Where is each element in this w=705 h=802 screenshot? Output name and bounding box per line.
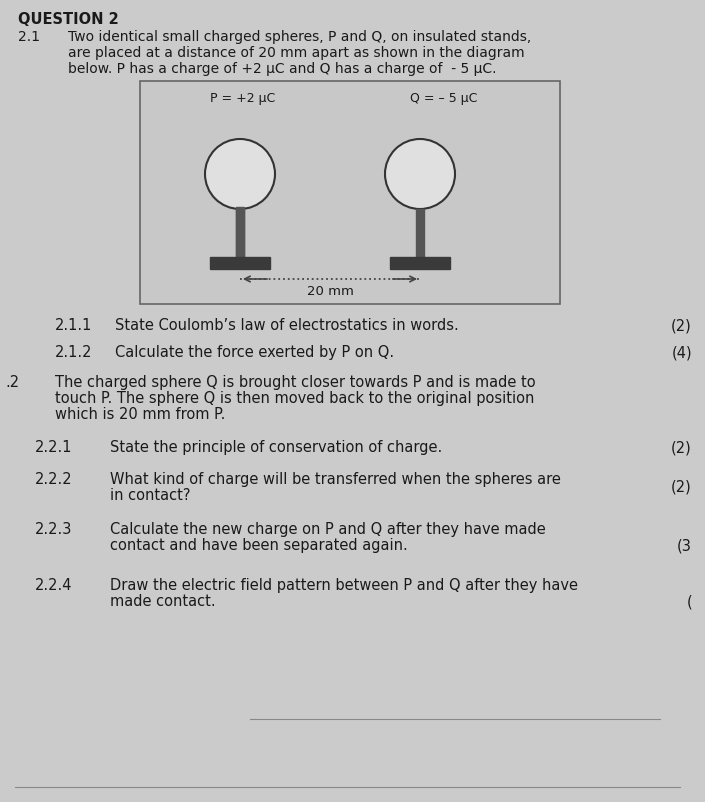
Circle shape: [385, 140, 455, 210]
Text: Draw the electric field pattern between P and Q after they have: Draw the electric field pattern between …: [110, 577, 578, 592]
Bar: [210, 257, 270, 269]
Text: made contact.: made contact.: [110, 593, 216, 608]
Text: contact and have been separated again.: contact and have been separated again.: [110, 537, 407, 553]
Text: (: (: [686, 594, 692, 610]
Text: Two identical small charged spheres, P and Q, on insulated stands,: Two identical small charged spheres, P a…: [68, 30, 532, 44]
Text: 2.2.3: 2.2.3: [35, 521, 73, 537]
Text: 20 mm: 20 mm: [307, 285, 353, 298]
Text: 2.1.1: 2.1.1: [55, 318, 92, 333]
Text: .2: .2: [5, 375, 19, 390]
Text: What kind of charge will be transferred when the spheres are: What kind of charge will be transferred …: [110, 472, 561, 486]
Text: State the principle of conservation of charge.: State the principle of conservation of c…: [110, 439, 442, 455]
Text: 2.1: 2.1: [18, 30, 40, 44]
Bar: [140, 82, 560, 305]
Bar: [416, 210, 424, 257]
Bar: [390, 257, 450, 269]
Text: (2): (2): [671, 440, 692, 456]
Text: Calculate the force exerted by P on Q.: Calculate the force exerted by P on Q.: [115, 345, 394, 359]
Bar: [236, 208, 244, 257]
Text: Calculate the new charge on P and Q after they have made: Calculate the new charge on P and Q afte…: [110, 521, 546, 537]
Text: which is 20 mm from P.: which is 20 mm from P.: [55, 407, 226, 422]
Text: below. P has a charge of +2 μC and Q has a charge of  - 5 μC.: below. P has a charge of +2 μC and Q has…: [68, 62, 496, 76]
Text: 2.2.2: 2.2.2: [35, 472, 73, 486]
Text: (2): (2): [671, 318, 692, 334]
Text: P = +2 μC: P = +2 μC: [210, 92, 275, 105]
Text: State Coulomb’s law of electrostatics in words.: State Coulomb’s law of electrostatics in…: [115, 318, 459, 333]
Text: 2.1.2: 2.1.2: [55, 345, 92, 359]
Text: 2.2.1: 2.2.1: [35, 439, 73, 455]
Text: (4): (4): [671, 346, 692, 361]
Text: Q = – 5 μC: Q = – 5 μC: [410, 92, 477, 105]
Text: The charged sphere Q is brought closer towards P and is made to: The charged sphere Q is brought closer t…: [55, 375, 536, 390]
Text: (2): (2): [671, 480, 692, 494]
Circle shape: [205, 140, 275, 210]
Text: 2.2.4: 2.2.4: [35, 577, 73, 592]
Text: are placed at a distance of 20 mm apart as shown in the diagram: are placed at a distance of 20 mm apart …: [68, 46, 525, 60]
Text: touch P. The sphere Q is then moved back to the original position: touch P. The sphere Q is then moved back…: [55, 391, 534, 406]
Text: QUESTION 2: QUESTION 2: [18, 12, 118, 27]
Text: (3: (3: [677, 538, 692, 553]
Bar: [236, 210, 244, 257]
Text: in contact?: in contact?: [110, 488, 190, 502]
